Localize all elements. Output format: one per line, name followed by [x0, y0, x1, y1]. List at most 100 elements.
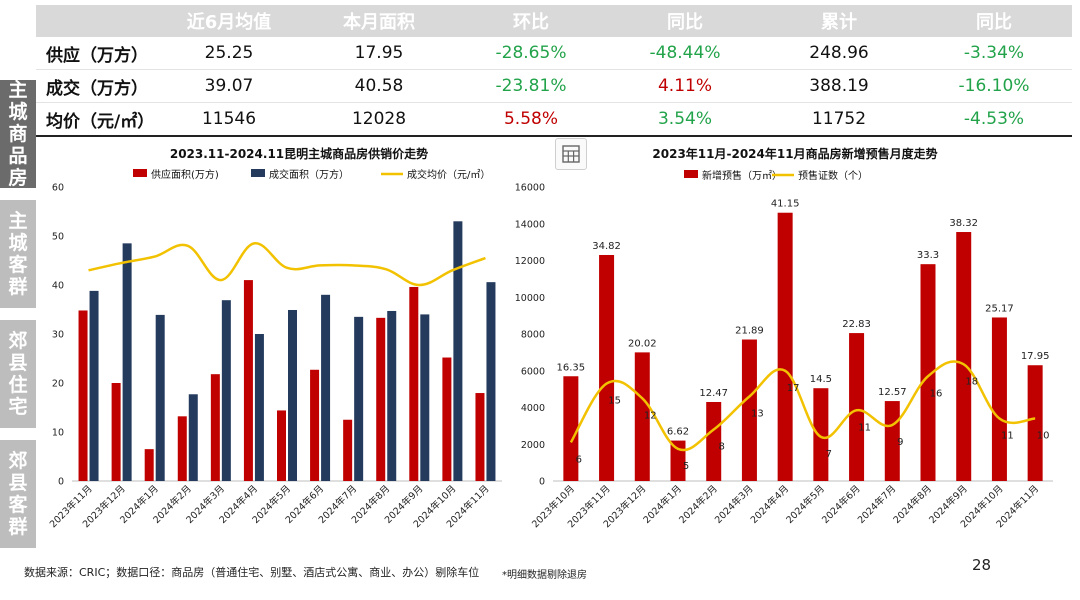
row-label: 供应（万方）	[36, 37, 154, 70]
bar	[188, 394, 198, 481]
bar	[1027, 365, 1043, 481]
y-tick-label: 60	[52, 183, 64, 194]
series-line	[569, 360, 1036, 452]
y-tick-label: 0	[58, 477, 64, 488]
y-tick-label: 10	[52, 428, 64, 439]
legend-label: 新增预售（万㎡）	[702, 169, 782, 182]
bar-value-label: 6.62	[667, 427, 689, 438]
bar	[920, 264, 936, 481]
table-cell: -28.65%	[454, 37, 608, 70]
bar	[144, 449, 154, 481]
page-number: 28	[972, 556, 992, 574]
bar	[376, 317, 386, 481]
bar-value-label: 34.82	[592, 241, 621, 252]
y-tick-label: 20	[52, 379, 64, 390]
line-value-label: 8	[719, 442, 725, 453]
bar	[599, 254, 615, 481]
bar-value-label: 21.89	[735, 326, 764, 337]
sidebar-tab-char: 住	[8, 374, 28, 396]
bar	[849, 333, 865, 481]
sidebar-tab-char: 主	[8, 210, 28, 232]
bar	[354, 316, 364, 481]
bar	[254, 334, 264, 481]
sidebar-tab-county-residential[interactable]: 郊县住宅	[0, 320, 36, 428]
table-cell: 4.11%	[608, 69, 762, 103]
table-row-price: 均价（元/㎡） 11546 12028 5.58% 3.54% 11752 -4…	[36, 102, 1072, 137]
row-label: 成交（万方）	[36, 69, 154, 103]
sidebar-tab-char: 房	[8, 167, 28, 189]
sidebar-tab-char: 主	[8, 79, 28, 101]
legend-label: 供应面积(万方)	[151, 168, 219, 181]
legend-label: 成交面积（万方）	[269, 168, 349, 181]
bar	[343, 419, 353, 481]
y-tick-label: 16000	[515, 183, 545, 194]
bar	[777, 212, 793, 481]
bar-value-label: 38.32	[949, 218, 978, 229]
sidebar-tab-char: 郊	[8, 450, 28, 472]
sidebar-tab-char: 群	[8, 276, 28, 298]
table-row-supply: 供应（万方） 25.25 17.95 -28.65% -48.44% 248.9…	[36, 37, 1072, 70]
bar-value-label: 17.95	[1021, 351, 1050, 362]
bar	[634, 352, 650, 481]
bar	[111, 383, 121, 481]
y-tick-label: 12000	[515, 256, 545, 267]
table-cell: 5.58%	[454, 102, 608, 137]
sidebar-tab-char: 客	[8, 254, 28, 276]
y-tick-label: 30	[52, 330, 64, 341]
table-cell: 39.07	[154, 69, 304, 103]
header-cumulative: 累计	[762, 5, 916, 37]
legend-swatch	[251, 169, 265, 177]
line-value-label: 9	[897, 437, 903, 448]
bar	[78, 310, 88, 481]
line-value-label: 15	[608, 396, 621, 407]
header-yoy: 同比	[608, 5, 762, 37]
line-value-label: 12	[644, 410, 657, 421]
bar	[177, 416, 187, 481]
header-6m-avg: 近6月均值	[154, 5, 304, 37]
line-value-label: 10	[1037, 431, 1050, 442]
bar	[475, 393, 485, 481]
table-cell: 17.95	[304, 37, 454, 70]
table-cell: 248.96	[762, 37, 916, 70]
sidebar-tab-char: 县	[8, 472, 28, 494]
header-blank	[36, 5, 154, 37]
data-note: *明细数据剔除退房	[502, 570, 587, 581]
sidebar-tab-char: 县	[8, 352, 28, 374]
table-cell: -4.53%	[916, 102, 1072, 137]
bar	[453, 221, 463, 482]
bar-value-label: 16.35	[557, 362, 586, 373]
bar	[210, 374, 220, 481]
source-note: 数据来源：CRIC；数据口径：商品房（普通住宅、别墅、酒店式公寓、商业、办公）剔…	[24, 566, 480, 579]
sidebar-tab-county-customers[interactable]: 郊县客群	[0, 440, 36, 548]
sidebar-tab-char: 群	[8, 516, 28, 538]
chart-title: 2023.11-2024.11昆明主城商品房供销价走势	[170, 146, 428, 161]
line-value-label: 16	[930, 388, 943, 399]
bar	[122, 243, 132, 481]
sidebar-tab-main-city-housing[interactable]: 主城商品房	[0, 79, 36, 189]
y-tick-label: 50	[52, 232, 64, 243]
y-tick-label: 14000	[515, 219, 545, 230]
bar	[991, 317, 1007, 481]
header-cumulative-yoy: 同比	[916, 5, 1072, 37]
legend-swatch	[684, 170, 698, 178]
line-value-label: 17	[787, 383, 800, 394]
summary-table: 近6月均值 本月面积 环比 同比 累计 同比 供应（万方） 25.25 17.9…	[36, 5, 1072, 137]
header-month-area: 本月面积	[304, 5, 454, 37]
bar	[956, 232, 972, 481]
line-value-label: 6	[576, 454, 582, 465]
series-line	[88, 242, 486, 287]
bar-value-label: 14.5	[810, 374, 832, 385]
line-value-label: 5	[683, 461, 689, 472]
table-cell: -3.34%	[916, 37, 1072, 70]
y-tick-label: 40	[52, 281, 64, 292]
bar-value-label: 41.15	[771, 199, 800, 210]
bar	[563, 376, 579, 481]
sidebar-tab-main-city-customers[interactable]: 主城客群	[0, 200, 36, 308]
bar	[321, 294, 331, 481]
table-cell: 11752	[762, 102, 916, 137]
row-label: 均价（元/㎡）	[36, 102, 154, 137]
bar	[420, 314, 430, 481]
table-tool-icon[interactable]	[555, 138, 587, 170]
table-cell: -23.81%	[454, 69, 608, 103]
